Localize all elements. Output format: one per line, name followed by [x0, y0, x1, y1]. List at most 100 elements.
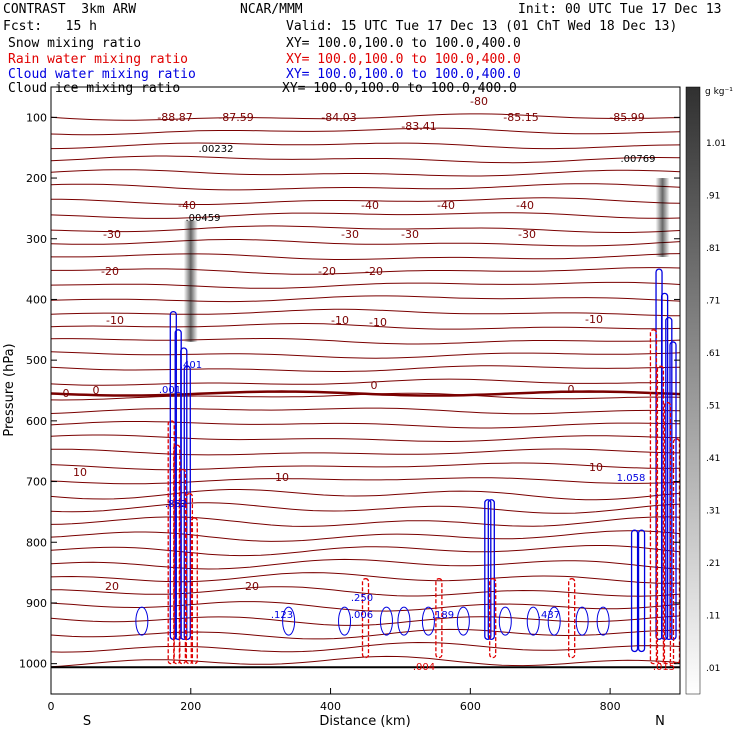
y-tick-label: 300: [26, 233, 47, 246]
isotherm-line: [50, 421, 681, 429]
y-tick-label: 900: [26, 597, 47, 610]
colorbar-tick-label: .71: [706, 297, 720, 307]
temperature-label: 20: [105, 580, 119, 593]
rain-contour: [361, 578, 370, 659]
temperature-label: -20: [101, 265, 119, 278]
isotherm-line: [50, 212, 681, 219]
rain-contour: [568, 578, 576, 659]
y-tick-label: 700: [26, 476, 47, 489]
maximum-value-label: .001: [159, 385, 181, 396]
temperature-label: -30: [341, 228, 359, 241]
temperature-label: -10: [106, 314, 124, 327]
isotherm-line: [50, 655, 681, 668]
isotherm-line: [50, 183, 681, 191]
ice-plume-north: [655, 178, 670, 257]
x-tick-label: 600: [460, 700, 481, 713]
rain-contour: [435, 578, 443, 659]
plot-frame: [50, 86, 681, 695]
low-cloud-contour: [547, 606, 561, 636]
isotherm-line: [50, 628, 681, 640]
rain-contour: [672, 438, 681, 665]
temperature-label: 10: [589, 461, 603, 474]
temperature-label: -83.41: [401, 120, 436, 133]
rain-contour: [489, 578, 497, 659]
isotherm-line: [50, 516, 681, 527]
isotherm-line: [50, 545, 681, 557]
isotherm-line: [50, 308, 681, 317]
colorbar-tick-label: .11: [706, 612, 720, 622]
low-cloud-contour: [421, 606, 435, 636]
colorbar-unit: g kg⁻¹: [705, 87, 733, 97]
temperature-label: 0: [93, 384, 100, 397]
field-cloudwater-xy: XY= 100.0,100.0 to 100.0,400.0: [286, 67, 521, 82]
model-title: CONTRAST 3km ARW: [3, 2, 137, 17]
maximum-value-label: .00769: [621, 154, 656, 165]
temperature-label: -40: [361, 199, 379, 212]
colorbar-tick-label: .41: [706, 454, 720, 464]
isotherm-line: [50, 365, 681, 372]
maximum-value-label: .123: [271, 610, 293, 621]
temperature-label: -20: [365, 265, 383, 278]
low-cloud-contour: [456, 606, 470, 636]
y-tick-label: 600: [26, 415, 47, 428]
colorbar-tick-label: .81: [706, 244, 720, 254]
rain-contour: [656, 365, 665, 665]
ice-plume-south: [183, 220, 198, 342]
cloudwater-contour: [180, 347, 188, 641]
isotherm-line: [50, 489, 681, 501]
low-cloud-contour: [379, 606, 393, 636]
isotherm-line: [50, 295, 681, 303]
maximum-value-label: .401: [180, 360, 202, 371]
rain-contour: [649, 329, 658, 665]
isotherm-line: [50, 338, 681, 345]
low-cloud-contour: [526, 606, 540, 636]
isotherm-line: [50, 169, 681, 177]
temperature-label: 10: [73, 466, 87, 479]
temperature-label: -10: [369, 316, 387, 329]
isotherm-line: [50, 434, 681, 443]
low-cloud-contour: [498, 606, 512, 636]
colorbar-tick-label: .51: [706, 402, 720, 412]
y-tick-label: 1000: [19, 658, 47, 671]
isotherm-line: [50, 502, 681, 514]
temperature-label: -80: [470, 95, 488, 108]
colorbar-tick-label: .21: [706, 559, 720, 569]
isotherm-line: [50, 127, 681, 136]
maximum-value-label: .250: [351, 593, 373, 604]
temperature-label: 0: [568, 383, 575, 396]
rain-contour: [178, 468, 187, 665]
maximum-value-label: .015: [653, 662, 675, 673]
low-cloud-contour: [596, 606, 610, 636]
colorbar-tick-label: 1.01: [706, 139, 726, 149]
y-tick-label: 200: [26, 172, 47, 185]
field-rain-xy: XY= 100.0,100.0 to 100.0,400.0: [286, 52, 521, 67]
temperature-label: -30: [401, 228, 419, 241]
y-tick-label: 500: [26, 354, 47, 367]
isotherm-line: [50, 378, 681, 386]
maximum-value-label: .00459: [186, 213, 221, 224]
isotherm-line: [50, 572, 681, 584]
cloudwater-contour: [630, 529, 639, 653]
cloudwater-contour: [487, 499, 495, 641]
isotherm-line: [51, 253, 681, 260]
forecast-hour: Fcst: 15 h: [3, 19, 97, 34]
cloudwater-contour: [637, 529, 646, 653]
low-cloud-contour: [282, 606, 296, 636]
isotherm-line: [50, 448, 681, 456]
colorbar-tick-label: .01: [706, 664, 720, 674]
valid-time: Valid: 15 UTC Tue 17 Dec 13 (01 ChT Wed …: [286, 19, 678, 34]
temperature-label: 20: [245, 580, 259, 593]
low-cloud-contour: [338, 606, 352, 636]
field-cloudwater-name: Cloud water mixing ratio: [8, 67, 196, 82]
maximum-value-label: 1.058: [617, 473, 646, 484]
cloudwater-contour: [183, 365, 191, 641]
rain-contour: [663, 401, 672, 665]
isotherm-line: [50, 225, 681, 233]
isotherm-line: [50, 351, 681, 359]
y-tick-label: 800: [26, 536, 47, 549]
isotherm-line: [50, 462, 681, 471]
temperature-label: 0: [371, 379, 378, 392]
temperature-label: -88.87: [157, 111, 192, 124]
x-tick-label: 200: [180, 700, 201, 713]
